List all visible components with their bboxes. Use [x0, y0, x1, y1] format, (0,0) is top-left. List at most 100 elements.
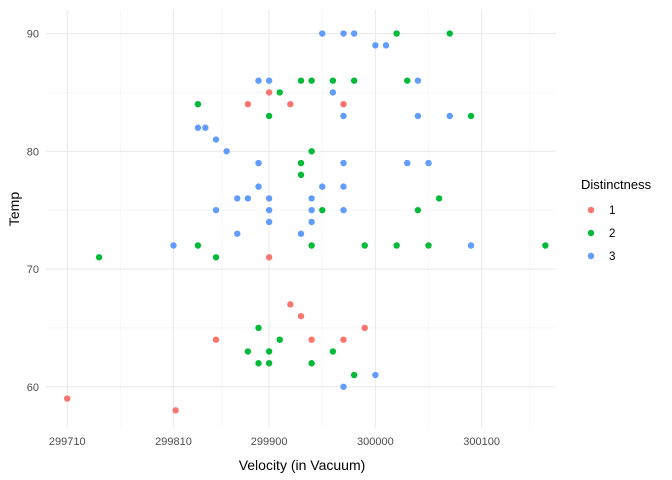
x-tick-label: 299810 [155, 436, 192, 448]
data-point-distinctness-2 [276, 89, 283, 96]
data-point-distinctness-1 [265, 89, 273, 96]
x-tick-label: 299900 [251, 436, 288, 448]
y-tick-label: 90 [27, 29, 39, 41]
data-point-distinctness-2 [265, 360, 273, 367]
data-point-distinctness-1 [265, 254, 273, 261]
data-point-distinctness-3 [234, 195, 241, 202]
data-point-distinctness-3 [265, 195, 273, 202]
y-axis-tick-labels: 60 70 80 90 [27, 29, 39, 394]
data-point-distinctness-3 [404, 159, 411, 167]
data-point-distinctness-3 [340, 112, 347, 120]
data-point-distinctness-3 [212, 136, 220, 143]
data-point-distinctness-1 [287, 100, 294, 108]
x-axis-title: Velocity (in Vacuum) [239, 457, 366, 473]
data-point-distinctness-3 [350, 30, 358, 37]
data-point-distinctness-3 [265, 206, 273, 214]
data-point-distinctness-3 [170, 242, 177, 249]
data-point-distinctness-2 [414, 206, 422, 214]
y-tick-label: 60 [27, 382, 39, 394]
data-point-distinctness-2 [308, 77, 315, 84]
data-point-distinctness-3 [202, 124, 209, 131]
x-tick-label: 299710 [49, 436, 86, 448]
data-point-distinctness-2 [308, 360, 315, 367]
data-point-distinctness-3 [308, 206, 315, 214]
data-point-distinctness-3 [414, 112, 422, 120]
data-point-distinctness-1 [308, 336, 315, 343]
minor-gridlines [46, 10, 556, 428]
data-point-distinctness-2 [393, 242, 400, 249]
data-point-distinctness-3 [382, 42, 390, 49]
data-point-distinctness-3 [372, 371, 379, 379]
data-point-distinctness-3 [425, 159, 432, 167]
data-point-distinctness-2 [297, 159, 305, 167]
data-point-distinctness-3 [244, 195, 252, 202]
data-point-distinctness-3 [265, 77, 273, 84]
data-point-distinctness-3 [372, 42, 379, 49]
data-point-distinctness-1 [244, 100, 252, 108]
data-point-distinctness-2 [265, 112, 273, 120]
legend-label-2: 2 [609, 228, 615, 240]
data-point-distinctness-2 [276, 336, 283, 343]
legend-title: Distinctness [581, 177, 652, 192]
data-point-distinctness-2 [319, 206, 326, 214]
data-point-distinctness-3 [446, 112, 453, 120]
data-point-distinctness-1 [361, 324, 368, 332]
data-point-distinctness-3 [234, 230, 241, 237]
data-point-distinctness-3 [340, 206, 347, 214]
data-point-distinctness-2 [329, 77, 337, 84]
data-point-distinctness-3 [255, 183, 262, 190]
data-point-distinctness-3 [319, 30, 326, 37]
data-point-distinctness-2 [435, 195, 443, 202]
data-point-distinctness-2 [297, 77, 305, 84]
data-point-distinctness-3 [414, 77, 422, 84]
y-tick-label: 80 [27, 146, 39, 158]
legend: Distinctness 1 2 3 [581, 177, 652, 263]
data-point-distinctness-2 [350, 371, 358, 379]
data-point-distinctness-2 [255, 360, 262, 367]
data-point-distinctness-3 [223, 148, 230, 155]
data-point-distinctness-3 [319, 183, 326, 190]
data-point-distinctness-1 [212, 336, 220, 343]
data-point-distinctness-3 [340, 183, 347, 190]
data-point-distinctness-2 [393, 30, 400, 37]
data-point-distinctness-2 [542, 242, 549, 249]
legend-key-1 [587, 206, 595, 214]
data-point-distinctness-3 [467, 242, 475, 249]
data-point-distinctness-3 [255, 77, 262, 84]
data-point-distinctness-2 [350, 77, 358, 84]
y-axis-title: Temp [6, 192, 22, 226]
legend-key-2 [587, 229, 595, 237]
data-point-distinctness-3 [212, 206, 220, 214]
data-point-distinctness-3 [340, 159, 347, 167]
data-point-distinctness-2 [265, 348, 273, 355]
data-point-distinctness-2 [255, 324, 262, 332]
data-point-distinctness-2 [212, 254, 220, 261]
data-point-distinctness-2 [404, 77, 411, 84]
data-point-distinctness-3 [340, 30, 347, 37]
data-point-distinctness-2 [446, 30, 453, 37]
major-gridlines [46, 10, 556, 428]
x-tick-label: 300100 [463, 436, 500, 448]
x-tick-label: 300000 [357, 436, 394, 448]
data-point-distinctness-1 [287, 301, 294, 308]
data-point-distinctness-2 [467, 112, 475, 120]
data-point-distinctness-2 [194, 100, 202, 108]
data-points [64, 30, 549, 414]
data-point-distinctness-3 [308, 195, 315, 202]
data-point-distinctness-1 [64, 395, 71, 402]
data-point-distinctness-3 [255, 159, 262, 167]
data-point-distinctness-2 [308, 242, 315, 249]
data-point-distinctness-3 [329, 89, 337, 96]
data-point-distinctness-3 [297, 230, 305, 237]
data-point-distinctness-2 [329, 348, 337, 355]
data-point-distinctness-3 [265, 218, 273, 226]
y-tick-label: 70 [27, 264, 39, 276]
data-point-distinctness-2 [297, 171, 305, 179]
data-point-distinctness-1 [172, 407, 179, 414]
legend-key-3 [587, 252, 595, 260]
data-point-distinctness-2 [244, 348, 252, 355]
data-point-distinctness-2 [194, 242, 202, 249]
legend-label-1: 1 [609, 205, 615, 217]
data-point-distinctness-3 [308, 218, 315, 226]
